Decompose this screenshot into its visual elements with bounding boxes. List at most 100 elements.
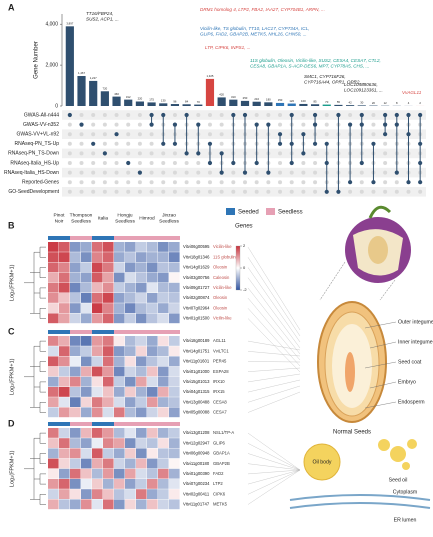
matrix-dot <box>79 122 84 127</box>
heatmap-cell <box>103 293 114 303</box>
gene-id: Vitvi06g00948 <box>183 451 210 456</box>
y-tick-label: 4,000 <box>45 22 58 28</box>
heatmap-cell <box>59 387 70 397</box>
heatmap-cell <box>147 242 158 252</box>
heatmap-cell <box>158 387 169 397</box>
heatmap-cell <box>114 282 125 293</box>
bar-value-label: 30 <box>360 101 364 105</box>
connector-line <box>247 391 301 413</box>
er-lumen-label: ER lumen <box>394 517 417 523</box>
heatmap-cell <box>103 489 114 499</box>
heatmap-cell <box>81 366 92 377</box>
group-strip <box>92 330 114 334</box>
heatmap-cell <box>114 346 125 356</box>
seed-title: Normal Seeds <box>333 430 371 436</box>
heatmap-cell <box>169 397 180 407</box>
y-tick-label: 2,000 <box>45 62 58 68</box>
bar <box>287 103 296 106</box>
heatmap-cell <box>147 489 158 499</box>
matrix-dot-empty <box>79 180 84 185</box>
cultivar-label: Noir <box>55 218 64 224</box>
heatmap-cell <box>114 262 125 273</box>
matrix-dot-empty <box>137 161 142 165</box>
heatmap-cell <box>114 293 125 303</box>
bar-value-label: 85 <box>314 99 318 103</box>
heatmap-cell <box>59 407 70 418</box>
heatmap-cell <box>136 272 147 283</box>
heatmap-cell <box>147 499 158 510</box>
matrix-dot-empty <box>149 132 154 137</box>
matrix-dot-empty <box>313 189 318 194</box>
matrix-dot-empty <box>114 170 119 175</box>
heatmap-cell <box>147 272 158 283</box>
gene-id: Vitvi04g01315 <box>183 389 210 394</box>
heatmap-cell <box>70 272 81 283</box>
heatmap-cell <box>147 282 158 293</box>
heatmap-cell <box>92 428 103 438</box>
heatmap-cell <box>59 458 70 469</box>
matrix-dot-empty <box>243 180 247 185</box>
heatmap-ylabel: Log₂(FPKM+1) <box>9 358 15 395</box>
heatmap-cell <box>48 387 59 397</box>
matrix-dot <box>383 122 388 127</box>
gene-name: GBAP1A <box>213 451 230 456</box>
heatmap-cell <box>125 438 136 448</box>
heatmap-cell <box>114 272 125 283</box>
heatmap-cell <box>70 387 81 397</box>
heatmap-cell <box>136 458 147 469</box>
matrix-dot <box>219 170 224 175</box>
heatmap-cell <box>158 438 169 448</box>
matrix-dot-empty <box>79 113 84 117</box>
heatmap-cell <box>114 499 125 510</box>
heatmap-cell <box>103 448 114 459</box>
heatmap-cell <box>147 468 158 479</box>
gene-id: Vitvi18g00189 <box>183 338 210 343</box>
matrix-dot-empty <box>383 170 388 175</box>
matrix-dot-empty <box>254 189 259 194</box>
matrix-dot <box>196 151 201 156</box>
matrix-dot-empty <box>301 170 306 175</box>
matrix-dot-empty <box>207 189 212 194</box>
heatmap-cell <box>70 448 81 459</box>
matrix-dot-empty <box>126 170 131 175</box>
heatmap-cell <box>114 428 125 438</box>
legend-label: Seedless <box>278 210 303 216</box>
gene-id: Vitvi07g02964 <box>183 305 210 310</box>
matrix-dot-empty <box>313 161 318 165</box>
panel-label: A <box>8 2 15 12</box>
matrix-dot-empty <box>359 180 364 185</box>
set-label: Reported-Genes <box>22 180 59 186</box>
heatmap-cell <box>92 387 103 397</box>
matrix-dot-empty <box>324 113 329 117</box>
gene-name: GBAP2B <box>213 461 230 466</box>
bar <box>159 103 168 106</box>
matrix-dot <box>254 160 259 166</box>
group-strip <box>70 236 92 240</box>
heatmap-cell <box>169 303 180 313</box>
heatmap-cell <box>81 293 92 303</box>
heatmap-cell <box>81 262 92 273</box>
connector-line <box>247 247 301 331</box>
heatmap-cell <box>81 407 92 418</box>
bar-value-label: 150 <box>278 98 283 102</box>
heatmap-cell <box>147 293 158 303</box>
heatmap-cell <box>70 479 81 489</box>
matrix-dot-empty <box>278 170 283 175</box>
matrix-dot-empty <box>394 180 399 185</box>
bar <box>205 78 215 106</box>
heatmap-cell <box>103 376 114 387</box>
gene-name: Caleosin <box>213 275 230 280</box>
matrix-dot <box>394 170 399 175</box>
heatmap-cell <box>59 282 70 293</box>
heatmap-cell <box>92 458 103 469</box>
gene-name: Oleosin <box>213 265 228 270</box>
matrix-dot-empty <box>91 161 96 165</box>
matrix-dot <box>359 112 364 118</box>
matrix-dot-empty <box>184 161 189 165</box>
panel-label: D <box>8 418 15 428</box>
heatmap-cell <box>92 376 103 387</box>
heatmap-cell <box>59 489 70 499</box>
seed-oil-label: Seed oil <box>389 477 408 483</box>
heatmap-cell <box>81 397 92 407</box>
group-strip <box>114 236 136 240</box>
